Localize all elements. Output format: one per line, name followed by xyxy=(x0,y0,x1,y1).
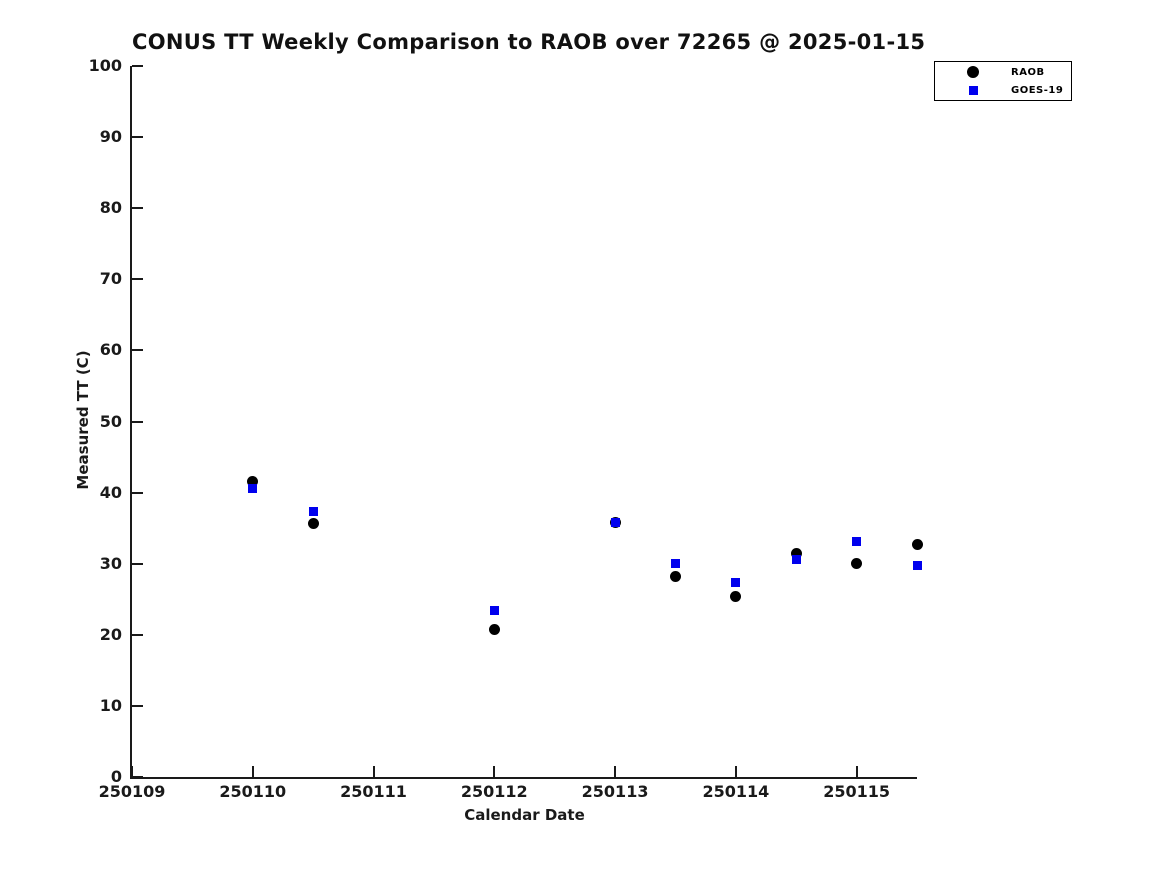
x-tick-label: 250114 xyxy=(702,782,770,801)
y-tick-label: 20 xyxy=(99,624,122,644)
x-tick xyxy=(855,766,858,777)
y-axis-line xyxy=(130,66,132,779)
goes19-point xyxy=(791,554,801,564)
y-axis-title: Measured TT (C) xyxy=(74,350,92,490)
y-tick xyxy=(132,65,143,67)
goes19-point xyxy=(248,483,258,493)
y-tick-label: 80 xyxy=(99,198,122,218)
legend-entry-raob: RAOB xyxy=(935,64,1071,80)
goes19-point xyxy=(489,606,499,616)
y-tick-label: 50 xyxy=(99,411,122,431)
goes19-point xyxy=(912,561,922,571)
y-tick-label: 100 xyxy=(88,56,122,75)
raob-circle-icon xyxy=(935,66,1011,78)
y-tick xyxy=(132,633,143,636)
x-tick xyxy=(251,766,254,777)
y-tick-label: 70 xyxy=(99,269,122,289)
y-tick xyxy=(132,491,143,494)
x-tick-label: 250109 xyxy=(98,782,166,801)
goes19-point xyxy=(308,506,318,516)
raob-point xyxy=(790,547,802,559)
legend-entry-goes19: GOES-19 xyxy=(935,82,1071,98)
x-axis-title: Calendar Date xyxy=(464,806,585,824)
raob-point xyxy=(911,539,923,550)
y-tick xyxy=(132,136,143,139)
raob-point xyxy=(730,590,742,602)
x-axis-line xyxy=(130,777,917,779)
y-tick-label: 90 xyxy=(99,127,122,147)
raob-point xyxy=(851,558,863,570)
x-tick xyxy=(734,766,737,777)
y-tick xyxy=(132,207,143,210)
y-tick xyxy=(132,349,143,352)
chart-title: CONUS TT Weekly Comparison to RAOB over … xyxy=(132,30,926,54)
x-tick-label: 250110 xyxy=(219,782,287,801)
x-tick xyxy=(131,766,133,777)
y-tick-label: 40 xyxy=(99,482,122,502)
x-tick xyxy=(372,766,375,777)
x-tick-label: 250111 xyxy=(340,782,407,801)
goes19-point xyxy=(610,517,620,527)
goes19-point xyxy=(670,559,680,569)
legend-label-raob: RAOB xyxy=(1011,66,1045,78)
legend-label-goes19: GOES-19 xyxy=(1011,84,1064,96)
x-tick xyxy=(493,766,496,777)
raob-point xyxy=(307,518,319,530)
goes19-point xyxy=(852,537,862,547)
y-tick xyxy=(132,562,143,565)
y-tick xyxy=(132,278,143,281)
goes19-point xyxy=(731,577,741,587)
x-tick-label: 250115 xyxy=(823,782,890,801)
x-tick xyxy=(614,766,617,777)
y-tick-label: 60 xyxy=(99,340,122,360)
y-tick-label: 0 xyxy=(110,767,122,786)
x-tick-label: 250113 xyxy=(581,782,649,801)
y-tick-label: 30 xyxy=(99,553,122,573)
y-tick-label: 10 xyxy=(99,695,122,715)
x-tick-label: 250112 xyxy=(460,782,528,801)
raob-point xyxy=(488,623,500,635)
legend: RAOB GOES-19 xyxy=(934,61,1072,101)
y-tick xyxy=(132,420,143,423)
raob-point xyxy=(247,475,259,487)
y-tick xyxy=(132,704,143,707)
y-tick xyxy=(132,776,143,778)
raob-point xyxy=(669,570,681,582)
goes19-square-icon xyxy=(935,85,1011,95)
